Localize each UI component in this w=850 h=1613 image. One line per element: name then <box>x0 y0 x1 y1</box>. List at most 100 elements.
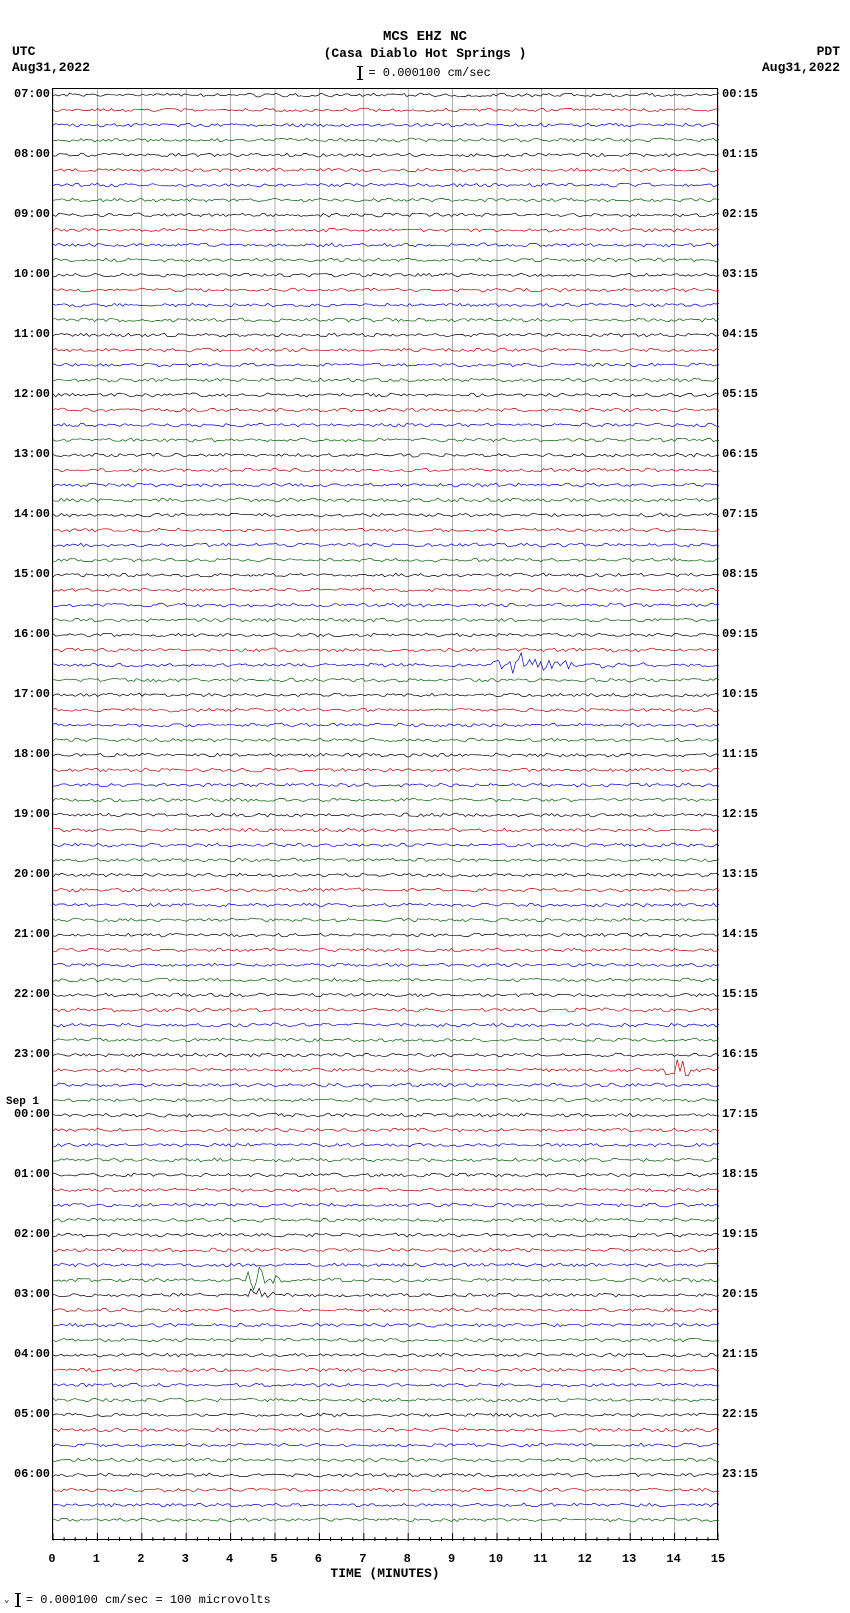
tz-right-date: Aug31,2022 <box>762 60 840 76</box>
pdt-hour-label: 02:15 <box>722 207 762 221</box>
x-axis: 0123456789101112131415 TIME (MINUTES) <box>52 1540 718 1580</box>
trace-row <box>53 813 719 817</box>
utc-hour-label: 10:00 <box>6 267 50 281</box>
utc-hour-label: 03:00 <box>6 1287 50 1301</box>
trace-row <box>53 168 719 172</box>
seismogram-svg <box>53 89 719 1541</box>
utc-hour-label: 23:00 <box>6 1047 50 1061</box>
pdt-hour-label: 17:15 <box>722 1107 762 1121</box>
trace-row <box>53 1008 719 1012</box>
trace-row <box>53 1023 719 1027</box>
trace-row <box>53 1158 719 1162</box>
trace-row <box>53 453 719 457</box>
trace-row <box>53 783 719 787</box>
trace-row <box>53 918 719 922</box>
pdt-hour-label: 16:15 <box>722 1047 762 1061</box>
pdt-hour-label: 12:15 <box>722 807 762 821</box>
pdt-hour-label: 19:15 <box>722 1227 762 1241</box>
trace-row <box>53 1323 719 1327</box>
chart-header: MCS EHZ NC (Casa Diablo Hot Springs ) <box>0 28 850 63</box>
utc-hour-label: 08:00 <box>6 147 50 161</box>
trace-row <box>53 213 719 217</box>
scale-text: = 0.000100 cm/sec <box>361 66 491 80</box>
trace-row <box>53 633 719 637</box>
trace-row <box>53 1443 719 1447</box>
amplitude-scale: = 0.000100 cm/sec <box>0 66 850 80</box>
x-tick-label: 1 <box>93 1552 100 1566</box>
utc-hour-label: 14:00 <box>6 507 50 521</box>
x-tick-label: 5 <box>270 1552 277 1566</box>
trace-row <box>53 1368 719 1372</box>
tz-left-label: UTC <box>12 44 90 60</box>
seismic-traces <box>53 93 719 1522</box>
trace-row <box>53 933 719 937</box>
trace-row <box>53 363 719 367</box>
trace-row <box>53 483 719 487</box>
trace-row <box>53 963 719 967</box>
utc-hour-label: 18:00 <box>6 747 50 761</box>
pdt-hour-label: 04:15 <box>722 327 762 341</box>
pdt-hour-label: 05:15 <box>722 387 762 401</box>
trace-row <box>53 228 719 232</box>
trace-row <box>53 653 719 674</box>
x-tick-label: 11 <box>533 1552 547 1566</box>
pdt-hour-label: 15:15 <box>722 987 762 1001</box>
trace-row <box>53 198 719 202</box>
trace-row <box>53 948 719 952</box>
trace-row <box>53 1338 719 1342</box>
trace-row <box>53 993 719 997</box>
scale-bar-icon <box>359 66 361 80</box>
trace-row <box>53 348 719 352</box>
utc-hour-label: 05:00 <box>6 1407 50 1421</box>
trace-row <box>53 528 719 532</box>
utc-hour-label: 04:00 <box>6 1347 50 1361</box>
trace-row <box>53 1083 719 1087</box>
trace-row <box>53 1053 719 1057</box>
trace-row <box>53 138 719 142</box>
utc-hour-label: 21:00 <box>6 927 50 941</box>
trace-row <box>53 1288 719 1297</box>
trace-row <box>53 468 719 472</box>
utc-hour-label: 15:00 <box>6 567 50 581</box>
trace-row <box>53 1413 719 1417</box>
trace-row <box>53 1038 719 1042</box>
utc-hour-label: 01:00 <box>6 1167 50 1181</box>
x-tick-label: 3 <box>182 1552 189 1566</box>
trace-row <box>53 723 719 727</box>
trace-row <box>53 498 719 502</box>
trace-row <box>53 1263 719 1267</box>
x-tick-label: 13 <box>622 1552 636 1566</box>
pdt-hour-label: 22:15 <box>722 1407 762 1421</box>
trace-row <box>53 273 719 277</box>
trace-row <box>53 333 719 337</box>
trace-row <box>53 1173 719 1177</box>
trace-row <box>53 798 719 802</box>
trace-row <box>53 1203 719 1207</box>
trace-row <box>53 1218 719 1222</box>
trace-row <box>53 588 719 592</box>
trace-row <box>53 1518 719 1522</box>
utc-hour-label: 09:00 <box>6 207 50 221</box>
trace-row <box>53 1428 719 1432</box>
trace-row <box>53 873 719 877</box>
trace-row <box>53 768 719 772</box>
x-tick-label: 12 <box>578 1552 592 1566</box>
pdt-hour-label: 00:15 <box>722 87 762 101</box>
trace-row <box>53 1473 719 1477</box>
trace-row <box>53 1098 719 1102</box>
trace-row <box>53 843 719 847</box>
station-name: (Casa Diablo Hot Springs ) <box>0 46 850 63</box>
trace-row <box>53 1128 719 1132</box>
trace-row <box>53 123 719 127</box>
x-axis-title: TIME (MINUTES) <box>52 1566 718 1581</box>
pdt-hour-label: 23:15 <box>722 1467 762 1481</box>
seismogram-plot <box>52 88 718 1540</box>
x-tick-label: 0 <box>48 1552 55 1566</box>
footer-scale: ⌄ = 0.000100 cm/sec = 100 microvolts <box>4 1593 271 1607</box>
pdt-hour-label: 03:15 <box>722 267 762 281</box>
pdt-hour-label: 10:15 <box>722 687 762 701</box>
pdt-hour-label: 11:15 <box>722 747 762 761</box>
pdt-hour-label: 08:15 <box>722 567 762 581</box>
trace-row <box>53 93 719 97</box>
trace-row <box>53 513 719 517</box>
